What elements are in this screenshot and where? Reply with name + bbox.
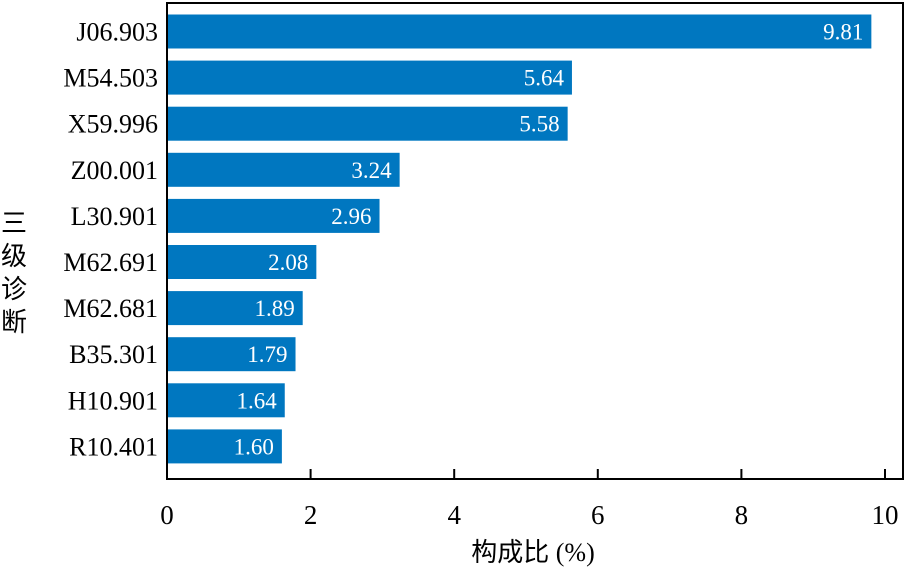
data-label-M54.503: 5.64	[524, 66, 565, 91]
category-label-M62.681: M62.681	[63, 294, 158, 323]
category-labels-group: J06.903 M54.503 X59.996 Z00.001 L30.901 M62.6…	[63, 18, 158, 462]
data-label-X59.996: 5.58	[519, 112, 559, 137]
data-label-R10.401: 1.60	[234, 434, 274, 459]
bar-M62.691	[167, 245, 317, 279]
plot-frame	[166, 2, 904, 480]
category-label-H10.901: H10.901	[68, 386, 158, 415]
data-label-L30.901: 2.96	[331, 204, 371, 229]
category-label-M54.503: M54.503	[63, 64, 158, 93]
category-label-B35.301: B35.301	[69, 340, 158, 369]
bar-M54.503	[167, 60, 572, 95]
data-label-Z00.001: 3.24	[351, 158, 392, 183]
x-tick-label-8: 8	[735, 500, 749, 530]
data-label-M62.691: 2.08	[268, 250, 308, 275]
category-label-R10.401: R10.401	[69, 432, 158, 461]
data-label-B35.301: 1.79	[247, 342, 287, 367]
category-label-L30.901: L30.901	[71, 202, 158, 231]
category-label-X59.996: X59.996	[68, 110, 158, 139]
x-tick-label-4: 4	[447, 500, 461, 530]
y-axis-title: 三级诊断	[1, 209, 27, 337]
bar-J06.903	[167, 14, 872, 49]
category-label-J06.903: J06.903	[76, 18, 158, 47]
x-tick-label-6: 6	[591, 500, 605, 530]
x-tick-label-10: 10	[872, 500, 899, 530]
x-axis-title: 构成比 (%)	[471, 538, 594, 567]
x-tick-label-2: 2	[304, 500, 318, 530]
data-label-H10.901: 1.64	[237, 388, 278, 413]
bar-M62.681	[167, 291, 303, 326]
data-label-J06.903: 9.81	[823, 20, 863, 45]
bars-group	[167, 14, 872, 464]
x-tick-label-0: 0	[160, 500, 174, 530]
category-label-Z00.001: Z00.001	[71, 156, 158, 185]
bar-B35.301	[167, 337, 296, 372]
bar-Z00.001	[167, 152, 400, 187]
data-labels-group: 9.81 5.64 5.58 3.24 2.96 2.08 1.89 1.79 1.64 1.60	[234, 20, 864, 460]
bar-X59.996	[167, 106, 568, 141]
bar-L30.901	[167, 198, 380, 233]
data-label-M62.681: 1.89	[254, 296, 294, 321]
category-label-M62.691: M62.691	[63, 248, 158, 277]
bar-H10.901	[167, 383, 285, 418]
bar-R10.401	[167, 429, 282, 464]
